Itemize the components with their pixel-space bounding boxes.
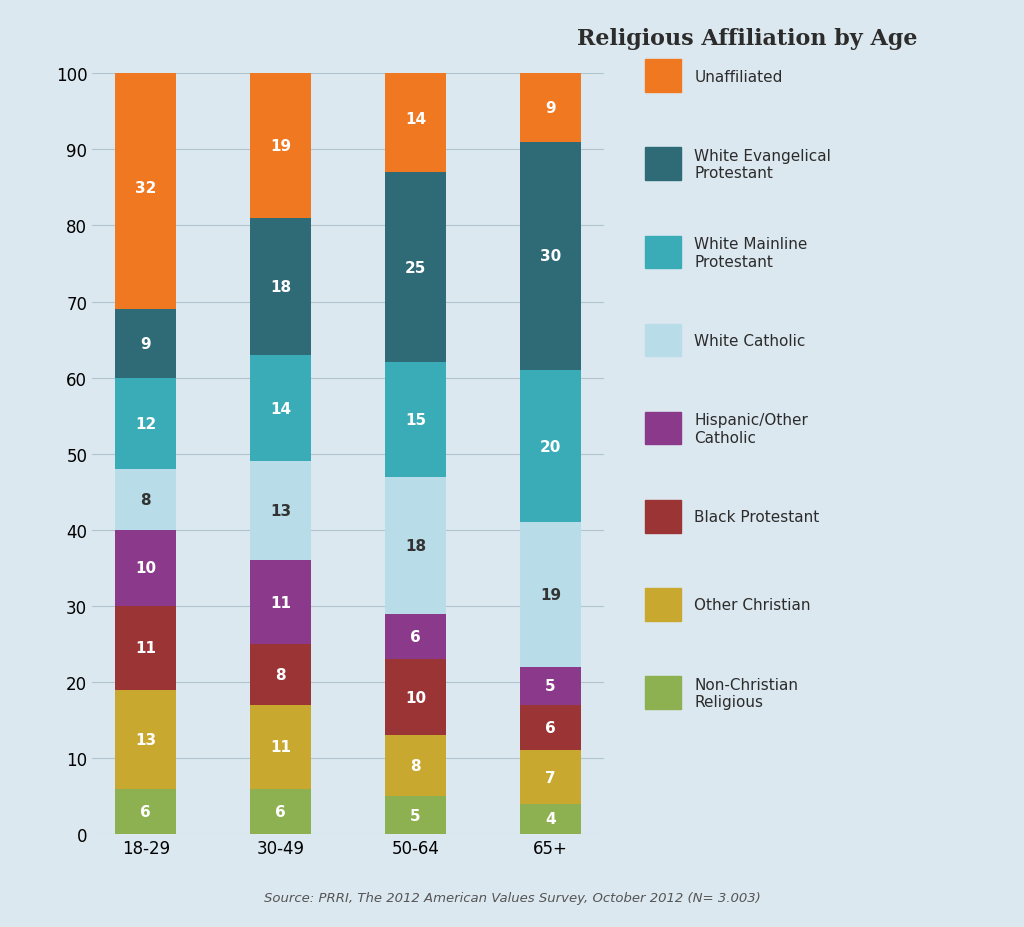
Text: White Catholic: White Catholic xyxy=(694,334,806,349)
Bar xyxy=(385,67,446,173)
Bar xyxy=(250,644,311,705)
Bar xyxy=(116,789,176,834)
Text: 13: 13 xyxy=(135,731,157,747)
Text: 18: 18 xyxy=(270,280,291,295)
Text: 10: 10 xyxy=(406,690,426,705)
Bar xyxy=(520,523,581,667)
Text: 19: 19 xyxy=(540,588,561,603)
Bar xyxy=(250,74,311,219)
Bar xyxy=(250,219,311,355)
Text: 32: 32 xyxy=(135,181,157,196)
Text: 4: 4 xyxy=(545,812,556,827)
Text: 30: 30 xyxy=(540,249,561,264)
Bar xyxy=(250,355,311,462)
Bar xyxy=(520,751,581,804)
Text: 8: 8 xyxy=(275,667,286,682)
Bar xyxy=(250,462,311,561)
Text: White Evangelical
Protestant: White Evangelical Protestant xyxy=(694,149,831,181)
Bar xyxy=(385,477,446,614)
Text: Unaffiliated: Unaffiliated xyxy=(694,70,782,84)
Text: 6: 6 xyxy=(140,804,152,819)
Bar xyxy=(520,705,581,751)
Text: 18: 18 xyxy=(406,538,426,552)
Text: 6: 6 xyxy=(275,804,286,819)
Bar xyxy=(250,789,311,834)
Text: 11: 11 xyxy=(135,641,157,655)
Bar xyxy=(116,378,176,469)
Text: 9: 9 xyxy=(545,101,556,116)
Text: 14: 14 xyxy=(406,112,426,127)
Bar xyxy=(385,659,446,735)
Text: 14: 14 xyxy=(270,401,291,416)
Bar xyxy=(385,796,446,834)
Text: 25: 25 xyxy=(404,260,426,275)
Text: Black Protestant: Black Protestant xyxy=(694,510,819,525)
Bar xyxy=(385,614,446,659)
Bar xyxy=(116,606,176,690)
Text: 5: 5 xyxy=(411,807,421,823)
Bar xyxy=(116,530,176,606)
Text: 5: 5 xyxy=(545,679,556,693)
Bar xyxy=(385,735,446,796)
Text: 7: 7 xyxy=(545,769,556,785)
Text: Other Christian: Other Christian xyxy=(694,598,811,613)
Text: Hispanic/Other
Catholic: Hispanic/Other Catholic xyxy=(694,413,808,445)
Bar xyxy=(385,363,446,477)
Text: Religious Affiliation by Age: Religious Affiliation by Age xyxy=(578,28,918,50)
Bar xyxy=(520,371,581,523)
Text: 19: 19 xyxy=(270,139,291,154)
Bar xyxy=(520,143,581,371)
Text: 20: 20 xyxy=(540,439,561,454)
Text: 6: 6 xyxy=(411,629,421,644)
Text: 8: 8 xyxy=(140,492,152,507)
Text: 8: 8 xyxy=(411,758,421,773)
Text: 10: 10 xyxy=(135,561,157,576)
Text: 11: 11 xyxy=(270,740,291,755)
Bar xyxy=(520,667,581,705)
Text: 6: 6 xyxy=(545,720,556,735)
Bar xyxy=(116,67,176,310)
Bar xyxy=(385,173,446,363)
Text: White Mainline
Protestant: White Mainline Protestant xyxy=(694,237,808,269)
Bar xyxy=(250,705,311,789)
Text: 15: 15 xyxy=(406,413,426,427)
Text: Non-Christian
Religious: Non-Christian Religious xyxy=(694,678,799,709)
Text: 11: 11 xyxy=(270,595,291,610)
Bar xyxy=(116,690,176,789)
Bar xyxy=(116,469,176,530)
Text: Source: PRRI, The 2012 American Values Survey, October 2012 (N= 3.003): Source: PRRI, The 2012 American Values S… xyxy=(263,891,761,904)
Bar xyxy=(116,310,176,378)
Bar xyxy=(520,804,581,834)
Bar xyxy=(520,74,581,143)
Text: 13: 13 xyxy=(270,503,291,519)
Text: 12: 12 xyxy=(135,416,157,431)
Bar xyxy=(250,561,311,644)
Text: 9: 9 xyxy=(140,337,152,351)
